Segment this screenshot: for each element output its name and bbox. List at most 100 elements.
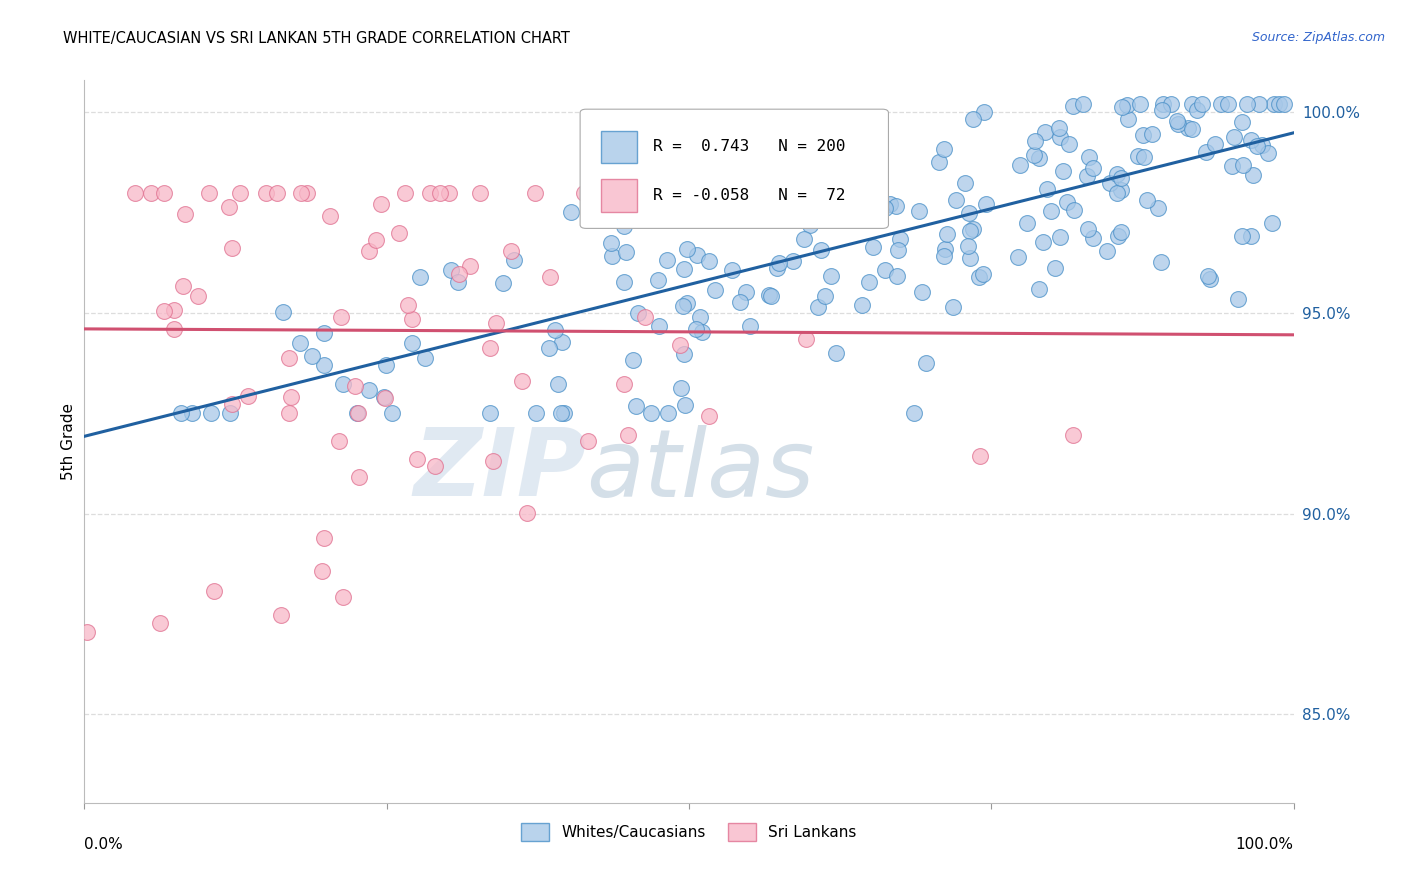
Point — [1132, 128, 1154, 143]
Point — [621, 353, 644, 368]
Point — [1251, 138, 1274, 153]
Point — [810, 243, 832, 257]
Point — [730, 294, 752, 309]
Point — [934, 142, 956, 156]
Point — [229, 186, 252, 200]
Point — [1078, 150, 1101, 164]
Point — [1007, 250, 1029, 264]
Point — [332, 376, 354, 391]
Point — [502, 253, 524, 268]
Point — [613, 219, 636, 234]
Point — [1232, 158, 1254, 172]
Text: 100.0%: 100.0% — [1236, 838, 1294, 853]
Point — [858, 275, 880, 289]
Point — [1076, 169, 1098, 183]
Point — [574, 186, 596, 200]
Point — [699, 254, 721, 268]
Point — [889, 232, 911, 246]
Point — [1160, 97, 1182, 112]
Point — [1140, 127, 1163, 141]
Point — [807, 301, 830, 315]
Point — [1116, 98, 1139, 112]
Point — [1062, 99, 1084, 113]
Point — [669, 338, 692, 352]
Point — [429, 186, 451, 200]
Point — [934, 242, 956, 256]
Point — [962, 112, 984, 126]
Point — [149, 616, 172, 631]
Point — [405, 452, 427, 467]
Point — [673, 347, 696, 361]
Point — [1236, 97, 1258, 112]
Point — [153, 186, 176, 200]
Point — [1135, 193, 1157, 207]
Point — [516, 506, 538, 520]
Point — [824, 346, 846, 360]
Point — [374, 391, 396, 405]
Point — [1191, 97, 1213, 112]
Point — [1109, 182, 1132, 196]
Point — [553, 407, 575, 421]
Point — [873, 262, 896, 277]
Point — [716, 161, 738, 176]
Point — [613, 276, 636, 290]
Point — [928, 154, 950, 169]
Point — [655, 252, 678, 267]
Point — [76, 624, 98, 639]
Point — [1241, 168, 1264, 182]
Text: WHITE/CAUCASIAN VS SRI LANKAN 5TH GRADE CORRELATION CHART: WHITE/CAUCASIAN VS SRI LANKAN 5TH GRADE … — [63, 31, 571, 46]
Point — [666, 186, 689, 200]
Point — [172, 279, 194, 293]
Point — [721, 263, 744, 277]
Point — [851, 298, 873, 312]
Point — [934, 249, 956, 263]
Point — [640, 407, 662, 421]
Point — [1062, 427, 1084, 442]
Point — [862, 240, 884, 254]
Point — [704, 283, 727, 297]
Point — [1045, 260, 1067, 275]
Point — [479, 407, 502, 421]
Point — [1107, 167, 1129, 181]
Point — [1152, 97, 1174, 112]
Point — [1272, 97, 1295, 112]
Point — [343, 379, 366, 393]
Point — [627, 306, 650, 320]
Point — [1246, 138, 1268, 153]
Point — [419, 186, 441, 200]
Point — [723, 186, 745, 200]
Point — [401, 336, 423, 351]
Point — [1040, 204, 1063, 219]
Point — [381, 407, 404, 421]
Point — [626, 399, 648, 413]
Point — [839, 209, 862, 223]
Point — [524, 186, 547, 200]
Legend: Whites/Caucasians, Sri Lankans: Whites/Caucasians, Sri Lankans — [515, 817, 863, 847]
Point — [544, 323, 567, 337]
Point — [1166, 114, 1188, 128]
Point — [723, 196, 745, 211]
Point — [945, 193, 967, 207]
Point — [266, 186, 288, 200]
Point — [277, 406, 299, 420]
Point — [1028, 151, 1050, 165]
Point — [1028, 282, 1050, 296]
Point — [907, 204, 929, 219]
Point — [373, 390, 395, 404]
Point — [1222, 129, 1244, 144]
Point — [735, 285, 758, 299]
Point — [600, 235, 623, 250]
Point — [673, 261, 696, 276]
Point — [221, 396, 243, 410]
Point — [332, 590, 354, 604]
Point — [740, 318, 762, 333]
Point — [479, 341, 502, 355]
Text: R = -0.058   N =  72: R = -0.058 N = 72 — [652, 188, 845, 203]
Point — [1032, 235, 1054, 249]
Point — [648, 319, 671, 334]
Point — [1181, 97, 1204, 112]
Point — [314, 531, 336, 545]
Point — [613, 376, 636, 391]
Point — [915, 356, 938, 370]
Point — [1111, 171, 1133, 186]
